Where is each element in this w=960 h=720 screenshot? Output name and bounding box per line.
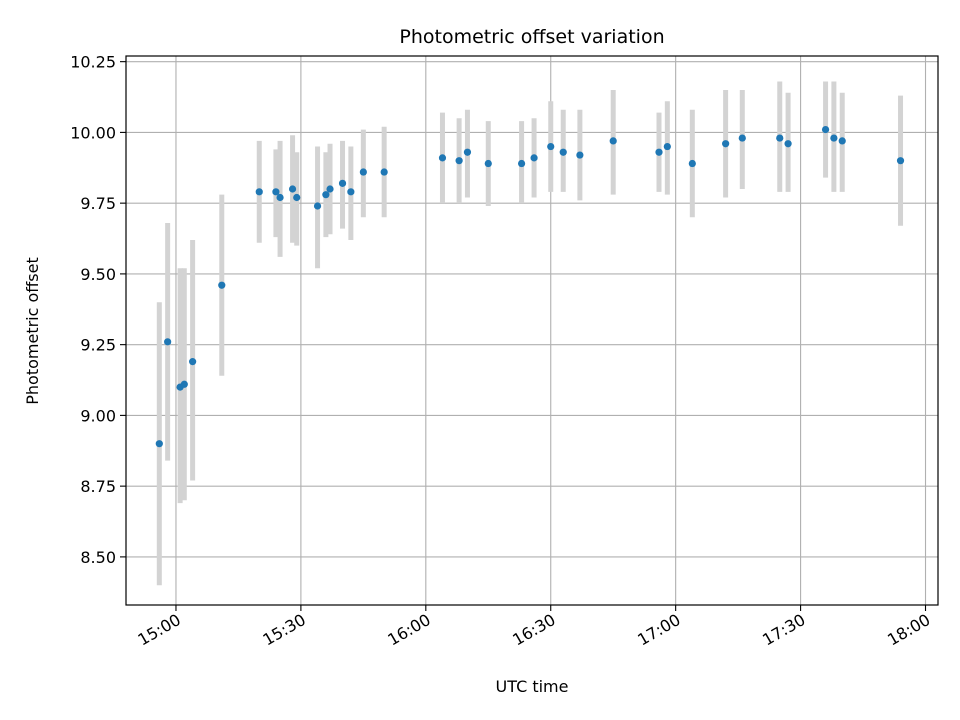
data-point — [484, 159, 492, 168]
data-point — [738, 134, 746, 142]
data-point — [530, 154, 538, 162]
data-point — [180, 380, 188, 388]
data-point — [347, 188, 355, 196]
x-axis-label: UTC time — [496, 677, 569, 696]
data-point — [821, 125, 830, 134]
data-point — [784, 140, 792, 148]
data-point — [338, 179, 347, 187]
data-point — [655, 148, 663, 156]
data-point — [517, 159, 526, 168]
data-point — [359, 168, 367, 176]
y-tick-label: 9.50 — [80, 265, 116, 284]
data-point — [293, 193, 301, 202]
data-point — [663, 142, 671, 151]
data-point — [326, 185, 334, 193]
data-point — [576, 151, 584, 159]
data-point — [218, 281, 226, 289]
data-point — [896, 157, 905, 165]
data-points — [155, 125, 905, 448]
data-point — [189, 358, 197, 366]
data-point — [559, 148, 567, 156]
data-point — [688, 159, 696, 168]
data-point — [155, 440, 163, 448]
y-tick-label: 10.25 — [70, 53, 116, 72]
data-point — [438, 154, 447, 162]
data-point — [455, 157, 463, 165]
data-point — [776, 134, 784, 142]
plot-area — [125, 55, 939, 606]
y-tick-label: 8.75 — [80, 477, 116, 496]
y-tick-label: 9.00 — [80, 406, 116, 425]
y-tick-label: 8.50 — [80, 548, 116, 567]
data-point — [288, 185, 297, 193]
data-point — [547, 142, 555, 151]
data-point — [722, 140, 730, 148]
data-point — [609, 137, 617, 145]
chart-title: Photometric offset variation — [399, 26, 664, 48]
data-point — [255, 188, 263, 196]
data-point — [313, 202, 322, 210]
data-point — [830, 134, 838, 142]
data-point — [164, 338, 172, 346]
data-point — [838, 137, 846, 145]
data-point — [463, 148, 472, 156]
data-point — [322, 191, 330, 199]
axes-frame — [125, 55, 939, 606]
y-tick-label: 9.25 — [80, 336, 116, 355]
y-axis-label: Photometric offset — [23, 257, 42, 405]
data-point — [276, 193, 284, 202]
data-point — [272, 188, 280, 196]
y-tick-label: 10.00 — [70, 123, 116, 142]
y-axis-ticks: 8.50 8.75 9.00 9.25 9.50 9.75 10.00 10.25 — [70, 53, 126, 567]
data-point — [380, 168, 388, 176]
y-tick-label: 9.75 — [80, 194, 116, 213]
